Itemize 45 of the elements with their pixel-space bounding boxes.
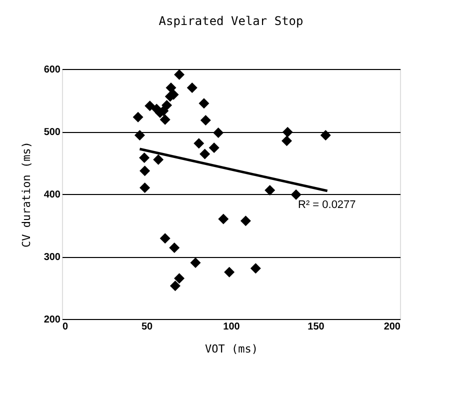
point xyxy=(200,115,211,126)
chart-title: Aspirated Velar Stop xyxy=(158,14,304,28)
point xyxy=(320,130,331,140)
point xyxy=(186,82,198,93)
point xyxy=(200,148,210,160)
point xyxy=(174,69,185,80)
x-axis-title: VOT (ms) xyxy=(205,342,258,356)
y-tick-label: 400 xyxy=(44,190,61,200)
point xyxy=(162,100,172,110)
point xyxy=(134,130,145,140)
y-tick-label: 300 xyxy=(44,252,61,263)
point xyxy=(140,182,150,193)
point xyxy=(132,112,144,122)
point xyxy=(240,216,251,226)
point xyxy=(140,166,150,176)
x-tick-label: 100 xyxy=(223,322,240,332)
point xyxy=(208,142,220,153)
point xyxy=(170,280,180,292)
annotation: R² = 0.0277 xyxy=(298,199,356,211)
y-axis-title: CV duration (ms) xyxy=(20,142,33,248)
point xyxy=(194,138,204,149)
y-tick-label: 200 xyxy=(44,314,61,326)
point xyxy=(282,136,292,146)
x-tick-label: 50 xyxy=(141,322,153,332)
point xyxy=(250,263,261,274)
x-tick-label: 150 xyxy=(308,322,325,332)
y-tick-label: 500 xyxy=(44,127,61,138)
y-tick-label: 600 xyxy=(44,64,61,76)
point xyxy=(190,258,201,268)
point xyxy=(213,128,224,138)
x-tick-label: 0 xyxy=(62,322,68,332)
point xyxy=(160,233,170,244)
point xyxy=(290,189,302,200)
point xyxy=(264,185,276,196)
point xyxy=(224,266,235,278)
point xyxy=(169,242,180,253)
point xyxy=(139,152,150,163)
point xyxy=(174,273,185,284)
point xyxy=(160,114,170,125)
x-tick-label: 200 xyxy=(384,322,401,332)
point xyxy=(144,100,156,112)
point xyxy=(198,98,210,109)
point xyxy=(218,214,229,224)
point xyxy=(282,126,293,138)
point xyxy=(153,154,164,165)
